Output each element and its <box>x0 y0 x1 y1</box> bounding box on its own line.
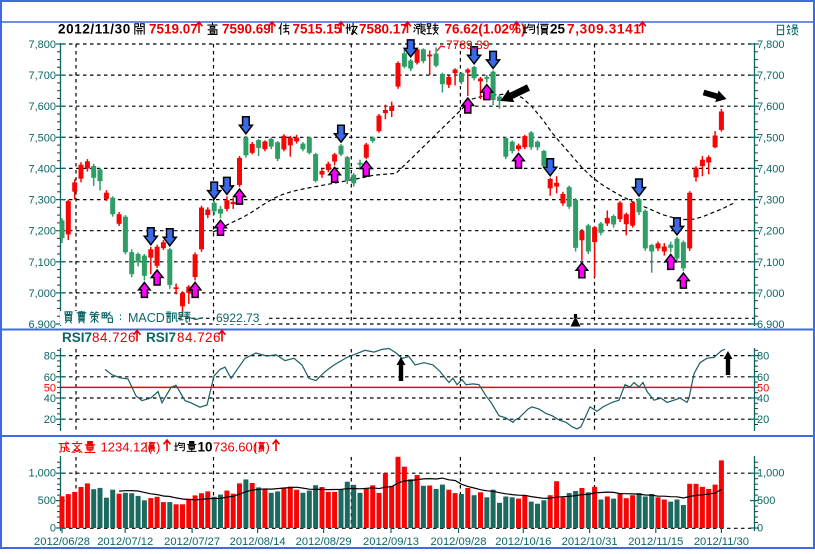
svg-text:7,400: 7,400 <box>757 163 785 175</box>
svg-text:2012/09/28: 2012/09/28 <box>431 536 487 548</box>
svg-text:6922.73: 6922.73 <box>216 311 260 325</box>
svg-text:7,100: 7,100 <box>757 257 785 269</box>
svg-text:7,300: 7,300 <box>757 195 785 207</box>
svg-text:7515.15: 7515.15 <box>293 22 342 37</box>
svg-text:7,100: 7,100 <box>28 257 56 269</box>
svg-text:736.60(: 736.60( <box>213 440 258 455</box>
svg-text:25: 25 <box>550 22 566 37</box>
svg-text:7,000: 7,000 <box>757 288 785 300</box>
svg-text:40: 40 <box>757 393 769 405</box>
svg-text:7,600: 7,600 <box>28 101 56 113</box>
svg-text:1,000: 1,000 <box>757 468 785 480</box>
svg-text:60: 60 <box>757 372 769 384</box>
svg-text:RSI7: RSI7 <box>62 330 92 345</box>
svg-text:40: 40 <box>44 393 56 405</box>
svg-text:2012/07/27: 2012/07/27 <box>164 536 220 548</box>
svg-text:10: 10 <box>198 440 213 455</box>
svg-text:2012/08/29: 2012/08/29 <box>296 536 352 548</box>
svg-text:7,300: 7,300 <box>28 195 56 207</box>
svg-text:7,200: 7,200 <box>757 226 785 238</box>
svg-text:2012/09/13: 2012/09/13 <box>363 536 419 548</box>
svg-text:500: 500 <box>38 495 56 507</box>
svg-text:7,800: 7,800 <box>757 39 785 51</box>
svg-text:7,800: 7,800 <box>28 39 56 51</box>
svg-text:50: 50 <box>757 382 769 394</box>
svg-text:2012/11/15: 2012/11/15 <box>628 536 683 548</box>
svg-text:7590.69: 7590.69 <box>222 22 271 37</box>
svg-text:2012/11/30: 2012/11/30 <box>58 22 131 37</box>
svg-text:6,900: 6,900 <box>757 319 785 331</box>
svg-text:7,500: 7,500 <box>757 132 785 144</box>
svg-text:1234.12(: 1234.12( <box>101 440 153 455</box>
svg-text:60: 60 <box>44 372 56 384</box>
svg-text:2012/10/16: 2012/10/16 <box>495 536 551 548</box>
svg-text:2012/11/30: 2012/11/30 <box>694 536 749 548</box>
svg-text:7,700: 7,700 <box>28 70 56 82</box>
svg-text:84.726: 84.726 <box>177 330 221 345</box>
svg-text:6,900: 6,900 <box>28 319 56 331</box>
svg-text:MACD: MACD <box>128 311 165 325</box>
svg-text:): ) <box>156 440 160 455</box>
svg-text:2012/07/12: 2012/07/12 <box>97 536 153 548</box>
svg-text:500: 500 <box>757 495 775 507</box>
svg-text:RSI7: RSI7 <box>146 330 176 345</box>
svg-text:7,600: 7,600 <box>757 101 785 113</box>
svg-text:20: 20 <box>44 414 56 426</box>
svg-text:2012/06/28: 2012/06/28 <box>34 536 90 548</box>
svg-text:0: 0 <box>757 523 763 535</box>
svg-text:7519.07: 7519.07 <box>149 22 198 37</box>
svg-text:7,400: 7,400 <box>28 163 56 175</box>
svg-text:80: 80 <box>757 351 769 363</box>
svg-text:80: 80 <box>44 351 56 363</box>
svg-text:1,000: 1,000 <box>28 468 56 480</box>
svg-text:2012/08/14: 2012/08/14 <box>230 536 286 548</box>
svg-text:7,309.3141: 7,309.3141 <box>567 22 642 37</box>
svg-text:84.726: 84.726 <box>92 330 136 345</box>
svg-text:): ) <box>266 440 270 455</box>
svg-text:7,000: 7,000 <box>28 288 56 300</box>
svg-text:7,500: 7,500 <box>28 132 56 144</box>
svg-text:7,700: 7,700 <box>757 70 785 82</box>
svg-text:50: 50 <box>44 382 56 394</box>
svg-text:0: 0 <box>50 523 56 535</box>
svg-text:7580.17: 7580.17 <box>359 22 408 37</box>
svg-text:7,200: 7,200 <box>28 226 56 238</box>
svg-text:2012/10/31: 2012/10/31 <box>562 536 618 548</box>
svg-text:7789.39: 7789.39 <box>446 38 490 52</box>
svg-text:76.62(1.02%): 76.62(1.02%) <box>445 22 526 37</box>
svg-text:20: 20 <box>757 414 769 426</box>
